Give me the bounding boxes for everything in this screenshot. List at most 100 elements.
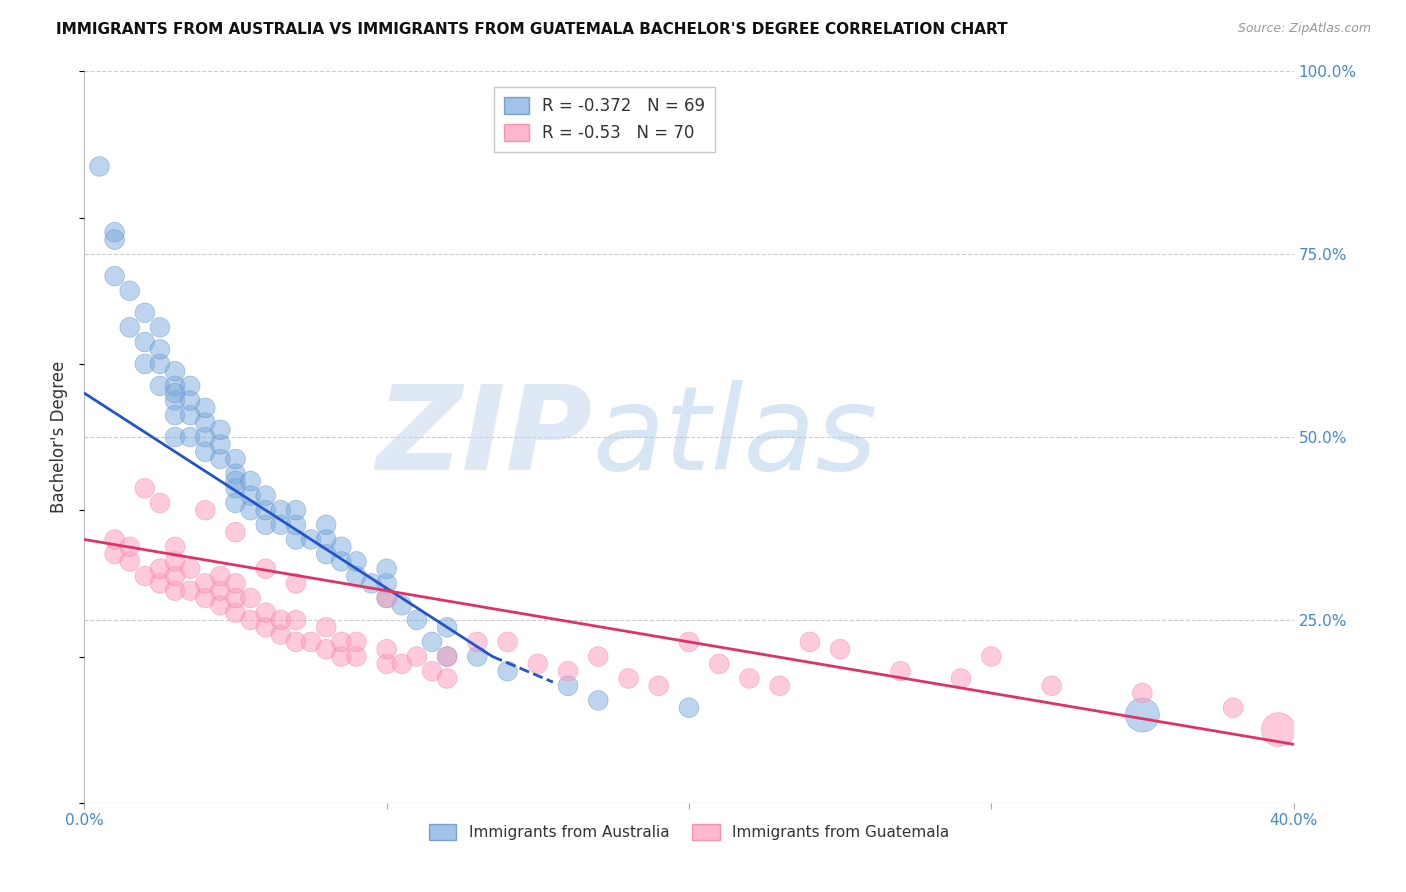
Point	[375, 591, 398, 605]
Point	[330, 635, 353, 649]
Point	[648, 679, 671, 693]
Point	[239, 591, 262, 605]
Point	[299, 635, 322, 649]
Point	[165, 554, 187, 568]
Point	[165, 386, 187, 401]
Point	[118, 554, 141, 568]
Point	[769, 679, 792, 693]
Point	[890, 664, 912, 678]
Point	[225, 525, 247, 540]
Point	[254, 606, 277, 620]
Point	[165, 430, 187, 444]
Point	[270, 627, 292, 641]
Point	[375, 642, 398, 657]
Point	[375, 576, 398, 591]
Point	[709, 657, 731, 671]
Point	[179, 583, 201, 598]
Point	[1267, 723, 1289, 737]
Point	[194, 444, 217, 458]
Y-axis label: Bachelor's Degree: Bachelor's Degree	[51, 361, 69, 513]
Point	[1222, 700, 1244, 714]
Point	[375, 591, 398, 605]
Point	[225, 606, 247, 620]
Point	[118, 540, 141, 554]
Point	[346, 635, 368, 649]
Point	[391, 599, 413, 613]
Point	[194, 430, 217, 444]
Point	[179, 379, 201, 393]
Point	[285, 576, 308, 591]
Point	[179, 562, 201, 576]
Point	[209, 452, 232, 467]
Point	[436, 620, 458, 634]
Point	[165, 540, 187, 554]
Point	[270, 613, 292, 627]
Point	[557, 664, 579, 678]
Point	[406, 613, 429, 627]
Point	[420, 664, 443, 678]
Point	[134, 334, 156, 349]
Point	[194, 416, 217, 430]
Point	[315, 620, 337, 634]
Point	[678, 635, 700, 649]
Point	[149, 320, 172, 334]
Point	[149, 562, 172, 576]
Point	[285, 503, 308, 517]
Point	[134, 481, 156, 495]
Point	[134, 569, 156, 583]
Point	[436, 672, 458, 686]
Point	[496, 635, 519, 649]
Point	[165, 569, 187, 583]
Point	[254, 620, 277, 634]
Point	[436, 649, 458, 664]
Point	[270, 503, 292, 517]
Point	[179, 393, 201, 408]
Point	[209, 583, 232, 598]
Point	[678, 700, 700, 714]
Point	[239, 503, 262, 517]
Point	[194, 503, 217, 517]
Legend: Immigrants from Australia, Immigrants from Guatemala: Immigrants from Australia, Immigrants fr…	[423, 818, 955, 847]
Point	[179, 408, 201, 422]
Point	[194, 591, 217, 605]
Point	[134, 357, 156, 371]
Point	[89, 160, 111, 174]
Point	[799, 635, 821, 649]
Point	[285, 613, 308, 627]
Point	[330, 554, 353, 568]
Point	[225, 474, 247, 488]
Point	[830, 642, 852, 657]
Point	[285, 635, 308, 649]
Point	[330, 649, 353, 664]
Point	[285, 533, 308, 547]
Point	[557, 679, 579, 693]
Point	[104, 225, 127, 239]
Point	[239, 489, 262, 503]
Point	[254, 503, 277, 517]
Point	[285, 517, 308, 532]
Point	[209, 437, 232, 451]
Point	[617, 672, 640, 686]
Point	[467, 649, 489, 664]
Point	[436, 649, 458, 664]
Point	[1130, 686, 1153, 700]
Point	[950, 672, 973, 686]
Point	[225, 452, 247, 467]
Point	[194, 576, 217, 591]
Point	[209, 569, 232, 583]
Point	[165, 379, 187, 393]
Point	[315, 547, 337, 561]
Point	[496, 664, 519, 678]
Point	[225, 481, 247, 495]
Point	[149, 496, 172, 510]
Point	[588, 693, 610, 707]
Point	[225, 591, 247, 605]
Point	[1040, 679, 1063, 693]
Text: ZIP: ZIP	[377, 380, 592, 494]
Point	[239, 474, 262, 488]
Point	[104, 533, 127, 547]
Point	[346, 569, 368, 583]
Point	[980, 649, 1002, 664]
Point	[165, 364, 187, 378]
Point	[360, 576, 382, 591]
